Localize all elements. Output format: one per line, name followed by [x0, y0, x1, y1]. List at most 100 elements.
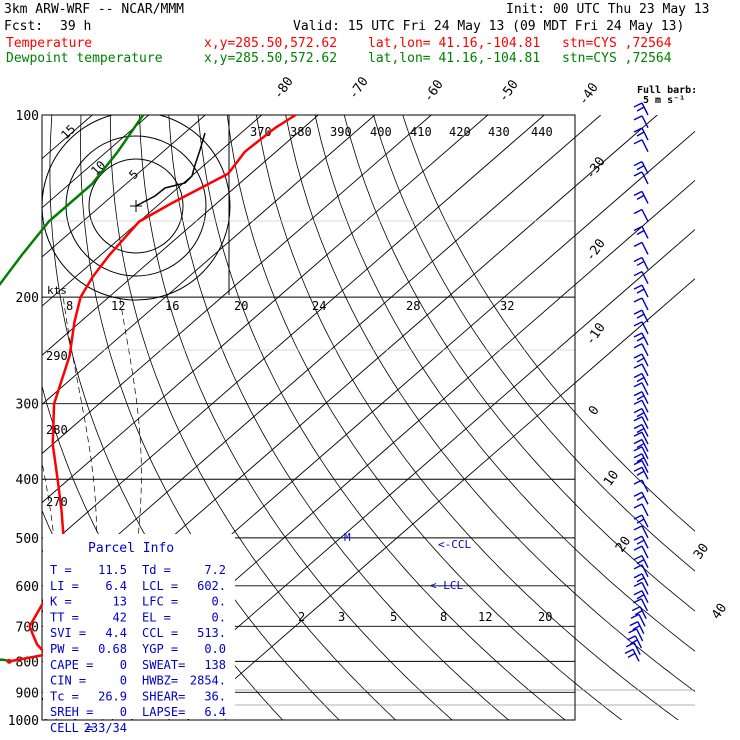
header-fcst-value: 39 h	[60, 19, 92, 34]
wind-barb	[629, 621, 645, 634]
parcel-value: 0.	[212, 610, 226, 624]
mixing-ratio-label: 20	[538, 610, 552, 624]
parcel-value: 4.4	[105, 626, 127, 640]
hodo-speed-label: 8	[66, 299, 73, 313]
wind-barb	[633, 431, 649, 445]
wind-barb	[633, 407, 649, 421]
wind-barb	[633, 391, 649, 404]
wind-barb	[633, 491, 649, 505]
wind-barb	[633, 321, 649, 335]
header-model: 3km ARW-WRF -- NCAR/MMM	[4, 2, 185, 17]
mixing-ratio-line	[0, 586, 3, 720]
parcel-value: 13	[113, 595, 127, 609]
isotherm	[42, 115, 376, 405]
lcl-marker: <-LCL	[430, 579, 463, 592]
pressure-tick-label: 200	[16, 291, 39, 306]
hodo-speed-label: 12	[111, 299, 125, 313]
parcel-info-bg	[43, 534, 235, 719]
wind-barb	[633, 581, 649, 595]
isotherm-label: 0	[586, 403, 603, 418]
theta-label: 440	[531, 125, 553, 139]
wind-barb	[633, 372, 649, 386]
wind-barb	[633, 363, 649, 377]
wind-barb	[633, 353, 649, 367]
parcel-key: T =	[50, 563, 72, 577]
parcel-value: 11.5	[98, 563, 127, 577]
wind-barb	[633, 309, 649, 323]
parcel-key: CELL =	[50, 721, 93, 735]
wind-barb	[633, 598, 649, 612]
wind-barb	[633, 446, 649, 460]
ccl-marker: <-CCL	[438, 538, 471, 551]
parcel-info-box: Parcel Info T = 11.5 Td = 7.2 LI = 6.4 LCL = 602…	[43, 534, 235, 735]
parcel-key: LI =	[50, 579, 79, 593]
wind-barb	[633, 332, 649, 346]
dry-adiabat	[343, 115, 695, 612]
hodograph-trace	[135, 132, 206, 207]
parcel-key: PW =	[50, 642, 79, 656]
parcel-value: 6.4	[204, 705, 226, 719]
wind-barb	[633, 171, 649, 185]
parcel-key: SHEAR=	[142, 689, 185, 703]
wind-barb	[633, 438, 649, 452]
parcel-key: CAPE =	[50, 658, 93, 672]
legend-temperature-latlon: lat,lon= 41.16,-104.81	[368, 36, 541, 51]
legend-temperature: Temperature	[6, 36, 93, 51]
dry-adiabat	[168, 115, 509, 720]
parcel-value: 7.2	[204, 563, 226, 577]
parcel-key: HWBZ=	[142, 674, 178, 688]
dry-adiabat	[373, 115, 695, 572]
parcel-key: LFC =	[142, 595, 178, 609]
parcel-value: 138	[204, 658, 226, 672]
theta-label: 380	[290, 125, 312, 139]
wind-barb	[630, 613, 646, 627]
wind-barb	[633, 453, 649, 467]
parcel-value: 42	[113, 610, 127, 624]
isotherm-label: -70	[346, 74, 372, 102]
isotherm-label: -80	[271, 74, 297, 102]
parcel-value: 513.	[197, 626, 226, 640]
parcel-key: K =	[50, 595, 72, 609]
mixing-ratio-label: 12	[478, 610, 492, 624]
parcel-key: SREH =	[50, 705, 93, 719]
legend-temperature-xy: x,y=285.50,572.62	[204, 36, 338, 51]
wind-barb	[633, 479, 649, 493]
wind-barb	[633, 225, 649, 239]
parcel-key: SWEAT=	[142, 658, 185, 672]
isotherm	[42, 115, 319, 356]
wind-barb	[633, 241, 649, 255]
parcel-marker-m: M	[344, 531, 351, 544]
wind-barb	[633, 525, 649, 539]
parcel-key: CIN =	[50, 674, 86, 688]
parcel-key: LCL =	[142, 579, 178, 593]
theta-label: 400	[370, 125, 392, 139]
wind-barb	[633, 514, 649, 528]
header-init: Init: 00 UTC Thu 23 May 13	[506, 2, 710, 17]
parcel-value: 0	[120, 658, 127, 672]
hodo-speed-label: 28	[406, 299, 420, 313]
parcel-key: YGP =	[142, 642, 178, 656]
wind-barb	[633, 271, 649, 284]
wind-barb	[633, 564, 649, 578]
hodo-ring-label: 5	[126, 167, 141, 182]
wind-barb	[633, 208, 649, 222]
wind-barb	[633, 416, 649, 430]
wind-barb	[633, 535, 649, 549]
theta-label: 420	[449, 125, 471, 139]
dry-adiabat	[109, 115, 396, 720]
pressure-tick-label: 1000	[8, 714, 39, 729]
wind-barb	[633, 399, 649, 413]
pressure-tick-label: 100	[16, 109, 39, 124]
surface-temp-marker	[6, 658, 12, 664]
parcel-value: 0	[120, 705, 127, 719]
parcel-value: 0.68	[98, 642, 127, 656]
wind-barb	[633, 590, 649, 604]
parcel-key: Tc =	[50, 689, 79, 703]
isotherm	[130, 228, 695, 720]
hodo-speed-label: 16	[165, 299, 179, 313]
parcel-key: SVI =	[50, 626, 86, 640]
wind-barb	[633, 459, 649, 473]
parcel-value: 6.4	[105, 579, 127, 593]
wind-barb	[631, 606, 647, 619]
